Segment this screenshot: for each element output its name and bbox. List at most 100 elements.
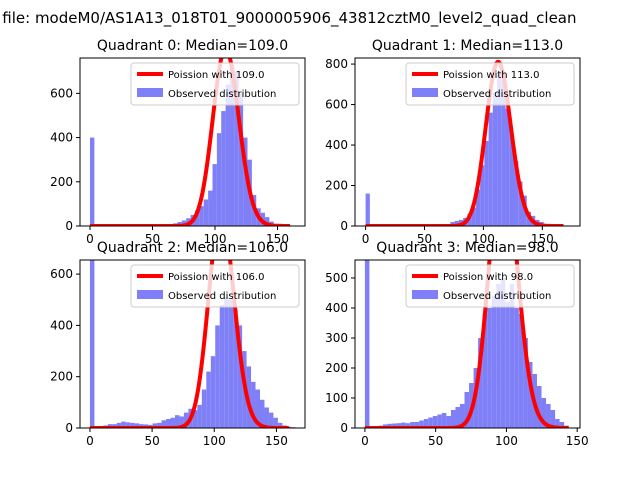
histogram-bar bbox=[157, 422, 162, 428]
histogram-bar bbox=[260, 399, 265, 428]
histogram-bar bbox=[501, 80, 506, 226]
histogram-bar bbox=[203, 199, 209, 226]
histogram-bar bbox=[509, 134, 515, 226]
histogram-bar bbox=[401, 422, 406, 428]
histogram-bar bbox=[475, 189, 481, 226]
chart-title: Quadrant 3: Median=98.0 bbox=[376, 240, 558, 256]
y-tick-label: 600 bbox=[50, 267, 73, 281]
legend: Poission with 106.0 Observed distribution bbox=[130, 264, 300, 308]
histogram-bar bbox=[243, 137, 248, 226]
y-tick-label: 600 bbox=[325, 98, 348, 112]
y-tick-label: 400 bbox=[50, 131, 73, 145]
histogram-bar bbox=[230, 66, 235, 226]
figure-suptitle: n file: modeM0/AS1A13_018T01_9000005906_… bbox=[0, 9, 577, 28]
histogram-bar bbox=[89, 260, 95, 428]
axes-frame bbox=[79, 259, 306, 429]
y-tick-label: 400 bbox=[50, 318, 73, 332]
histogram-bar bbox=[364, 260, 370, 428]
y-tick-label: 200 bbox=[50, 370, 73, 384]
legend-label-poisson: Poission with 109.0 bbox=[168, 70, 264, 81]
histogram-bar bbox=[518, 181, 523, 226]
legend-bar-swatch bbox=[137, 290, 163, 299]
histogram-bar bbox=[216, 133, 222, 226]
histogram-bar bbox=[215, 325, 220, 428]
histogram-bar bbox=[238, 93, 244, 226]
histogram-bar bbox=[505, 108, 510, 226]
histogram-bar bbox=[181, 220, 187, 226]
histogram-bar bbox=[471, 207, 476, 226]
legend-label-poisson: Poission with 113.0 bbox=[443, 70, 539, 81]
histogram-bar bbox=[491, 296, 497, 428]
x-tick-label: 50 bbox=[145, 232, 160, 246]
legend-box bbox=[130, 264, 300, 308]
y-tick-label: 200 bbox=[325, 179, 348, 193]
x-tick-label: 100 bbox=[495, 434, 518, 448]
x-tick-label: 0 bbox=[86, 434, 94, 448]
histogram-bar bbox=[152, 423, 158, 428]
histogram-bar bbox=[219, 304, 225, 428]
x-tick-label: 150 bbox=[566, 434, 589, 448]
histogram-bar bbox=[527, 362, 533, 428]
histogram-bar bbox=[197, 404, 202, 428]
panels: Quadrant 0: Median=109.0 0 50 100 150 0 200 400… bbox=[50, 38, 589, 448]
legend-bar-swatch bbox=[412, 290, 438, 299]
x-tick-label: 50 bbox=[417, 232, 432, 246]
x-tick-label: 0 bbox=[362, 232, 370, 246]
axes-frame bbox=[354, 57, 581, 227]
histogram-bar bbox=[500, 278, 506, 428]
histogram-bar bbox=[206, 371, 211, 428]
histogram-bar bbox=[234, 71, 239, 226]
histogram-bar bbox=[224, 297, 229, 428]
histogram-bar bbox=[208, 190, 213, 226]
histogram-bar bbox=[450, 410, 456, 428]
histogram-bar bbox=[166, 419, 171, 428]
histogram-bar bbox=[423, 419, 429, 428]
histogram-bar bbox=[555, 419, 560, 428]
y-tick-label: 200 bbox=[325, 361, 348, 375]
histogram-bar bbox=[460, 404, 465, 428]
histogram-bar bbox=[251, 381, 256, 428]
histogram-bar bbox=[480, 165, 485, 226]
axes-frame bbox=[79, 57, 306, 227]
histogram-bar bbox=[121, 421, 126, 428]
chart-panel-1: Quadrant 1: Median=113.0 0 50 100 150 0 200 400… bbox=[325, 38, 581, 246]
histogram-bar bbox=[518, 314, 524, 428]
histogram-bar bbox=[509, 284, 515, 428]
histogram-bar bbox=[505, 302, 510, 428]
y-tick-label: 500 bbox=[325, 271, 348, 285]
x-tick-label: 100 bbox=[204, 232, 227, 246]
x-tick-label: 150 bbox=[265, 434, 288, 448]
histogram-bar bbox=[487, 308, 492, 428]
plot-area bbox=[89, 58, 292, 226]
histogram-bar bbox=[392, 423, 397, 428]
histogram-bar bbox=[221, 111, 226, 226]
poisson-curve bbox=[89, 58, 291, 226]
histogram-bar bbox=[497, 72, 502, 226]
legend-label-observed: Observed distribution bbox=[168, 291, 276, 302]
histogram-bar bbox=[432, 416, 438, 428]
histogram-bar bbox=[428, 417, 433, 428]
y-tick-label: 800 bbox=[325, 57, 348, 71]
y-tick-label: 300 bbox=[325, 331, 348, 345]
histogram-bar bbox=[179, 416, 184, 428]
chart-title: Quadrant 2: Median=106.0 bbox=[97, 240, 288, 256]
y-tick-label: 100 bbox=[325, 391, 348, 405]
y-tick-label: 400 bbox=[325, 301, 348, 315]
histogram-bar bbox=[210, 356, 216, 428]
histogram-bar bbox=[212, 164, 217, 226]
chart-panel-2: Quadrant 2: Median=106.0 0 50 100 150 0 200 400… bbox=[50, 240, 306, 448]
legend: Poission with 109.0 Observed distribution bbox=[130, 62, 300, 106]
axes-frame bbox=[354, 259, 581, 429]
poisson-curve bbox=[89, 260, 290, 428]
histogram-bar bbox=[414, 422, 420, 428]
histogram-bar bbox=[273, 417, 278, 428]
legend-label-poisson: Poission with 106.0 bbox=[168, 272, 264, 283]
legend-label-observed: Observed distribution bbox=[443, 89, 551, 100]
x-tick-label: 50 bbox=[428, 434, 443, 448]
histogram-bar bbox=[455, 407, 460, 428]
histogram-bar bbox=[130, 422, 135, 428]
y-tick-label: 0 bbox=[65, 219, 73, 233]
histogram-bar bbox=[496, 284, 501, 428]
x-tick-label: 0 bbox=[361, 434, 369, 448]
